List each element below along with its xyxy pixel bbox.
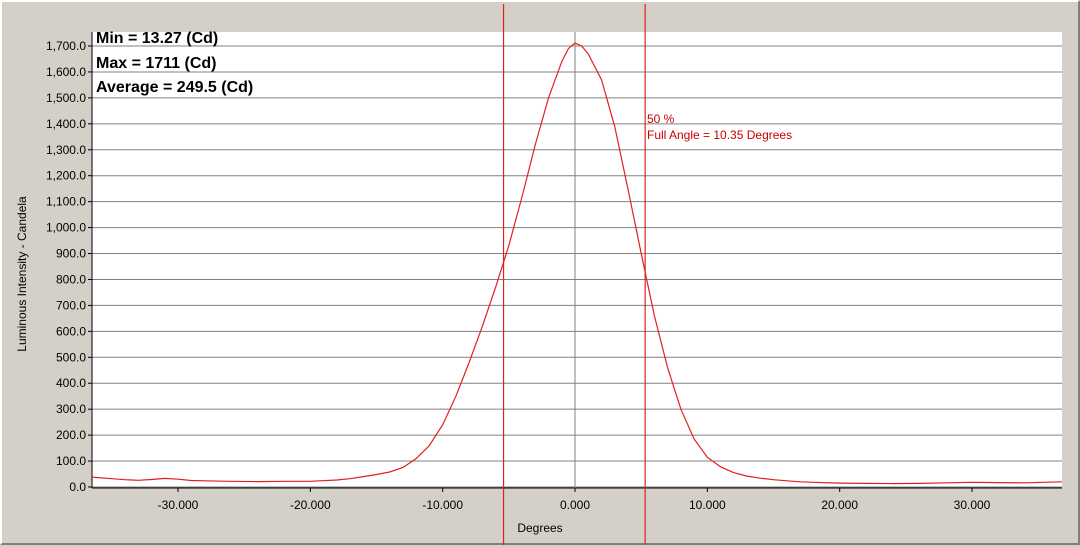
y-tick-label: 500.0 <box>56 350 86 364</box>
y-tick-label: 1,000.0 <box>46 221 86 235</box>
x-tick-label: 20.000 <box>821 498 858 512</box>
plot-area <box>92 32 1062 488</box>
y-tick-label: 900.0 <box>56 247 86 261</box>
x-tick-label: 10.000 <box>689 498 726 512</box>
x-tick-label: -20.000 <box>290 498 331 512</box>
y-tick-label: 800.0 <box>56 272 86 286</box>
stat-max: Max = 1711 (Cd) <box>96 55 217 72</box>
y-tick-label: 1,400.0 <box>46 117 86 131</box>
annotation-percent: 50 % <box>647 112 675 126</box>
y-tick-label: 1,100.0 <box>46 195 86 209</box>
y-tick-label: 100.0 <box>56 454 86 468</box>
x-tick-label: 30.000 <box>954 498 991 512</box>
y-tick-label: 200.0 <box>56 428 86 442</box>
y-tick-label: 700.0 <box>56 298 86 312</box>
y-tick-label: 0.0 <box>69 480 86 494</box>
y-tick-label: 300.0 <box>56 402 86 416</box>
stat-min: Min = 13.27 (Cd) <box>96 30 218 47</box>
x-tick-label: -30.000 <box>158 498 199 512</box>
y-tick-label: 1,200.0 <box>46 169 86 183</box>
annotation-full-angle: Full Angle = 10.35 Degrees <box>647 128 792 142</box>
intensity-curve <box>91 42 1063 485</box>
y-tick-label: 1,500.0 <box>46 91 86 105</box>
y-tick-label: 1,600.0 <box>46 65 86 79</box>
x-tick-label: -10.000 <box>422 498 463 512</box>
x-axis-label: Degrees <box>517 521 562 535</box>
y-tick-label: 600.0 <box>56 324 86 338</box>
y-tick-label: 1,300.0 <box>46 143 86 157</box>
stat-average: Average = 249.5 (Cd) <box>96 79 253 96</box>
y-tick-label: 400.0 <box>56 376 86 390</box>
x-tick-label: 0.000 <box>560 498 590 512</box>
y-axis-label: Luminous Intensity - Candela <box>15 196 29 352</box>
y-tick-label: 1,700.0 <box>46 39 86 53</box>
